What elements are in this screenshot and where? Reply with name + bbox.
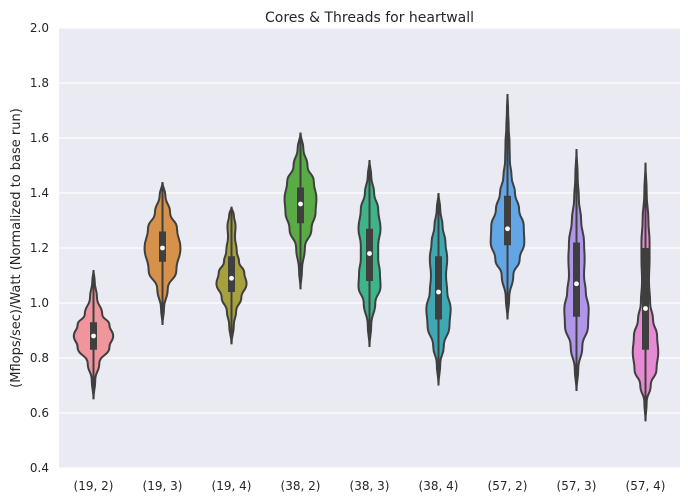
violin-8: [631, 161, 660, 422]
y-tick-label: 1.8: [30, 76, 49, 90]
x-tick-label: (19, 3): [143, 479, 183, 493]
x-tick-label: (19, 4): [212, 479, 252, 493]
violin-median: [367, 251, 372, 256]
violin-4: [357, 159, 382, 348]
violin-median: [91, 333, 96, 339]
violin-3: [283, 131, 318, 290]
y-tick-label: 0.8: [30, 351, 49, 365]
x-tick-label: (38, 2): [281, 479, 321, 493]
x-tick-label: (38, 4): [419, 479, 459, 493]
violin-median: [160, 245, 165, 251]
violin-median: [298, 201, 303, 207]
violin-median: [436, 289, 441, 295]
violin-median: [643, 306, 648, 311]
y-tick-label: 0.6: [30, 406, 49, 420]
y-tick-label: 1.6: [30, 131, 49, 145]
x-tick-label: (57, 3): [557, 479, 597, 493]
violin-iqr-box: [573, 242, 580, 317]
violins: [72, 93, 660, 422]
y-tick-label: 1.4: [30, 186, 49, 200]
x-tick-label: (57, 4): [626, 479, 666, 493]
violin-5: [425, 192, 452, 386]
violin-median: [574, 281, 579, 287]
violin-iqr-box: [504, 195, 511, 246]
violin-1: [143, 181, 182, 326]
violin-6: [489, 93, 526, 320]
y-tick-label: 1.0: [30, 296, 49, 310]
y-tick-label: 0.4: [30, 461, 49, 475]
y-tick-label: 2.0: [30, 21, 49, 35]
chart-title: Cores & Threads for heartwall: [265, 10, 474, 26]
violin-2: [215, 206, 248, 345]
x-tick-label: (19, 2): [74, 479, 114, 493]
violin-iqr-box: [435, 256, 442, 320]
x-tick-label: (57, 2): [488, 479, 528, 493]
violin-median: [505, 226, 510, 232]
y-axis-label: (Mflops/sec)/Watt (Normalized to base ru…: [9, 108, 24, 388]
x-tick-label: (38, 3): [350, 479, 390, 493]
violin-7: [563, 147, 590, 392]
violin-median: [229, 275, 234, 281]
violin-iqr-box: [642, 248, 649, 350]
x-tick-labels: (19, 2) (19, 3) (19, 4) (38, 2) (38, 3) (38, …: [74, 479, 666, 493]
violin-iqr-box: [228, 256, 235, 292]
y-tick-label: 1.2: [30, 241, 49, 255]
violin-0: [72, 269, 115, 400]
y-tick-labels: 0.4 0.6 0.8 1.0 1.2 1.4 1.6 1.8 2.0: [30, 21, 49, 475]
